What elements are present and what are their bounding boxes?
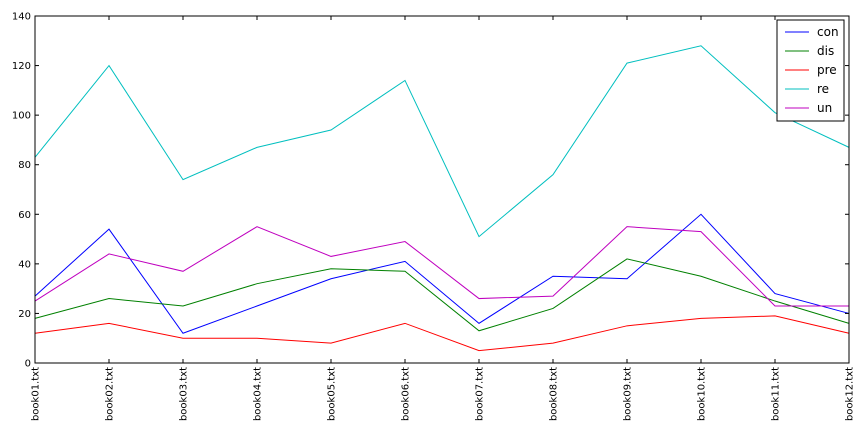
y-tick-label: 80 bbox=[18, 160, 31, 171]
x-tick-label: book06.txt bbox=[401, 367, 412, 421]
y-tick-label: 0 bbox=[25, 359, 31, 370]
x-tick-label: book08.txt bbox=[549, 367, 560, 421]
x-tick-label: book11.txt bbox=[771, 367, 782, 421]
y-tick-label: 40 bbox=[18, 259, 31, 270]
axes-layer: 0 20 40 60 80 100 120 140 book01.txt book02.txt bo… bbox=[12, 12, 856, 422]
y-tick-label: 100 bbox=[12, 111, 31, 122]
legend-label-pre: pre bbox=[817, 63, 837, 77]
y-tick-label: 120 bbox=[12, 61, 31, 72]
legend-label-re: re bbox=[817, 82, 829, 96]
y-tick-label: 20 bbox=[18, 309, 31, 320]
legend-label-con: con bbox=[817, 25, 839, 39]
series-line-con bbox=[34, 213, 850, 334]
series-line-dis bbox=[34, 258, 850, 332]
x-tick-label: book04.txt bbox=[253, 367, 264, 421]
x-tick-label: book07.txt bbox=[475, 367, 486, 421]
legend-label-dis: dis bbox=[817, 44, 834, 58]
x-tick-label: book10.txt bbox=[697, 367, 708, 421]
x-tick-label: book12.txt bbox=[845, 367, 856, 421]
series-line-re bbox=[34, 45, 850, 238]
plot-frame bbox=[34, 15, 850, 364]
y-tick-label: 60 bbox=[18, 210, 31, 221]
series-layer bbox=[34, 45, 850, 352]
legend: con dis pre re un bbox=[776, 19, 845, 122]
series-line-un bbox=[34, 226, 849, 307]
x-tick-label: book03.txt bbox=[179, 367, 190, 421]
series-line-pre bbox=[34, 315, 850, 352]
legend-label-un: un bbox=[817, 101, 832, 115]
x-tick-label: book05.txt bbox=[327, 367, 338, 421]
y-tick-label: 140 bbox=[12, 12, 31, 23]
x-tick-label: book09.txt bbox=[623, 367, 634, 421]
x-tick-label: book01.txt bbox=[31, 367, 42, 421]
x-tick-label: book02.txt bbox=[105, 367, 116, 421]
